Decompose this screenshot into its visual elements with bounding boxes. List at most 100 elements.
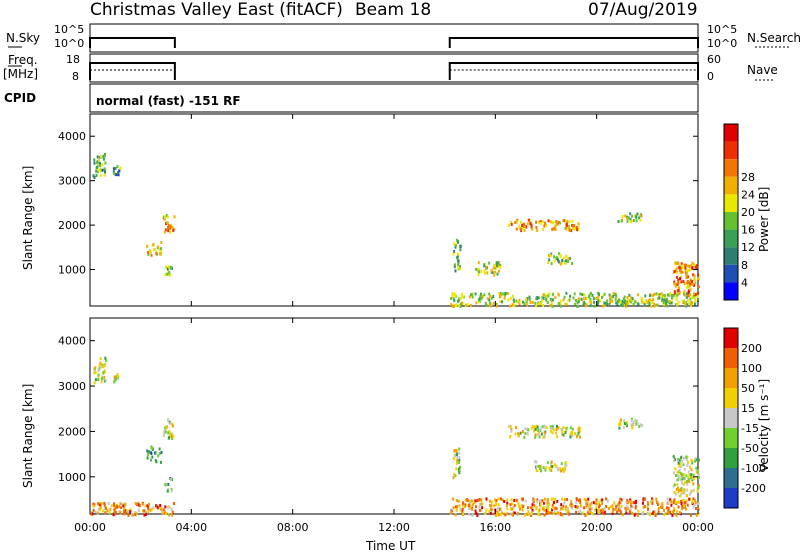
echo-cell xyxy=(597,300,600,304)
echo-cell xyxy=(680,475,683,479)
echo-cell xyxy=(166,272,169,276)
echo-cell xyxy=(564,508,567,512)
echo-cell xyxy=(162,508,165,512)
echo-cell xyxy=(117,173,120,177)
echo-cell xyxy=(574,505,577,508)
echo-cell xyxy=(666,506,668,510)
echo-cell xyxy=(557,302,560,305)
echo-cell xyxy=(550,426,553,430)
echo-cell xyxy=(620,418,622,422)
echo-cell xyxy=(546,500,549,504)
echo-cell xyxy=(519,507,521,511)
echo-cell xyxy=(646,301,649,305)
echo-cell xyxy=(510,428,513,431)
echo-cell xyxy=(99,365,102,369)
echo-cell xyxy=(687,476,690,480)
echo-cell xyxy=(167,229,170,233)
echo-cell xyxy=(543,431,546,435)
echo-cell xyxy=(574,302,577,306)
echo-cell xyxy=(525,300,528,303)
freq-strip-frame xyxy=(89,53,699,83)
echo-cell xyxy=(560,513,563,516)
echo-cell xyxy=(635,215,638,219)
echo-cell xyxy=(494,498,497,502)
echo-cell xyxy=(567,506,570,510)
echo-cell xyxy=(570,500,573,504)
echo-cell xyxy=(166,267,169,271)
echo-cell xyxy=(533,499,535,503)
echo-cell xyxy=(486,297,489,301)
cpid-value: normal (fast) -151 RF xyxy=(96,94,241,108)
echo-cell xyxy=(680,280,683,284)
echo-cell xyxy=(677,461,680,465)
echo-cell xyxy=(508,223,510,227)
echo-cell xyxy=(460,293,463,296)
colorbar-swatch xyxy=(724,141,738,160)
echo-cell xyxy=(522,504,525,508)
echo-cell xyxy=(456,459,459,463)
echo-cell xyxy=(551,431,554,435)
echo-cell xyxy=(464,498,467,502)
echo-cell xyxy=(490,504,493,508)
echo-cell xyxy=(107,502,110,505)
echo-cell xyxy=(552,511,555,515)
echo-cell xyxy=(101,375,104,379)
echo-cell xyxy=(691,295,694,299)
echo-cell xyxy=(458,451,461,455)
echo-cell xyxy=(577,226,580,230)
colorbar-swatch xyxy=(724,428,738,448)
echo-cell xyxy=(593,304,596,308)
echo-cell xyxy=(696,458,698,462)
echo-cell xyxy=(534,301,537,305)
echo-cell xyxy=(660,505,663,509)
echo-cell xyxy=(486,271,489,275)
echo-cell xyxy=(663,513,666,517)
echo-cell xyxy=(137,509,140,513)
echo-cell xyxy=(633,513,636,517)
echo-cell xyxy=(452,497,455,501)
echo-cell xyxy=(622,303,625,306)
echo-cell xyxy=(578,435,581,439)
echo-cell xyxy=(587,503,590,506)
echo-cell xyxy=(554,296,557,300)
echo-cell xyxy=(497,510,500,514)
echo-cell xyxy=(550,460,553,464)
echo-cell xyxy=(470,499,473,503)
echo-cell xyxy=(606,302,608,306)
colorbar-swatch xyxy=(724,229,738,248)
echo-cell xyxy=(653,302,656,306)
echo-cell xyxy=(526,512,529,516)
echo-cell xyxy=(135,511,138,515)
echo-cell xyxy=(531,300,534,304)
echo-cell xyxy=(529,512,532,516)
echo-cell xyxy=(673,498,676,502)
echo-cell xyxy=(475,301,478,305)
echo-cell xyxy=(495,264,498,267)
echo-cell xyxy=(452,506,455,510)
echo-cell xyxy=(603,510,606,514)
echo-cell xyxy=(676,470,679,474)
echo-cell xyxy=(543,513,546,517)
echo-cell xyxy=(150,458,152,462)
echo-cell xyxy=(556,222,559,226)
echo-cell xyxy=(102,365,105,369)
echo-cell xyxy=(170,478,173,481)
echo-cell xyxy=(489,511,492,515)
echo-cell xyxy=(170,432,173,436)
colorbar-tick-label: 16 xyxy=(741,224,755,237)
echo-cell xyxy=(122,510,125,514)
echo-cell xyxy=(622,297,625,301)
echo-cell xyxy=(685,474,688,478)
echo-cell xyxy=(506,498,509,502)
echo-cell xyxy=(567,257,570,261)
echo-cell xyxy=(678,469,681,472)
echo-cell xyxy=(511,513,514,516)
echo-cell xyxy=(150,253,153,257)
echo-cell xyxy=(679,488,682,492)
echo-cell xyxy=(675,474,677,477)
echo-cell xyxy=(625,420,628,424)
echo-cell xyxy=(143,513,146,517)
echo-cell xyxy=(478,502,481,506)
echo-cell xyxy=(527,218,530,222)
echo-cell xyxy=(169,225,172,229)
